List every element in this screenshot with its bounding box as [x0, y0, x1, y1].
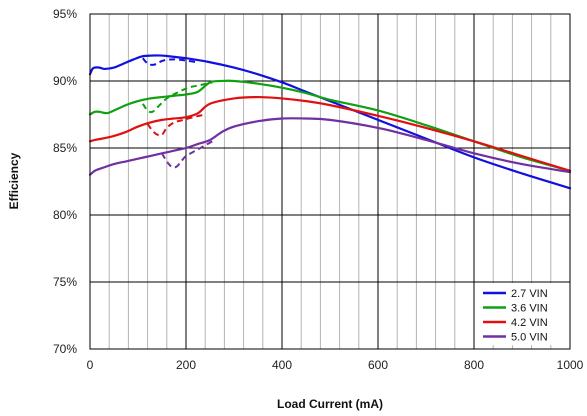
series-line-3 [88, 95, 572, 172]
grid-layer [90, 14, 570, 349]
x-tick-label: 800 [464, 358, 484, 372]
series-line-4 [88, 117, 572, 176]
x-axis-title: Load Current (mA) [277, 397, 383, 411]
plot-frame [89, 13, 571, 350]
tick-layer: 0 200 400 600 800 1000 70% 75% 80% 85% 90% 95% [53, 7, 584, 372]
legend-label: 2.7 VIN [511, 288, 548, 300]
series-line-2 [88, 79, 572, 172]
series-transition-dashed-3 [146, 113, 206, 137]
y-tick-label: 90% [53, 74, 77, 88]
series-transition-dashed-2 [141, 81, 213, 114]
legend-label: 4.2 VIN [511, 317, 548, 329]
y-tick-label: 85% [53, 141, 77, 155]
legend-label: 5.0 VIN [511, 332, 548, 344]
y-tick-label: 95% [53, 7, 77, 21]
y-tick-label: 70% [53, 342, 77, 356]
series-transition-dashed-4 [161, 139, 216, 169]
x-tick-label: 0 [87, 358, 94, 372]
legend: 2.7 VIN 3.6 VIN 4.2 VIN 5.0 VIN [478, 283, 566, 345]
series-line-1 [88, 54, 572, 190]
legend-label: 3.6 VIN [511, 303, 548, 315]
x-tick-label: 200 [176, 358, 196, 372]
y-axis-title: Efficiency [7, 152, 21, 209]
x-tick-label: 600 [368, 358, 388, 372]
series-transition-dashed-1 [142, 57, 199, 66]
series-layer [88, 54, 572, 190]
y-tick-label: 80% [53, 208, 77, 222]
x-tick-label: 1000 [557, 358, 584, 372]
y-tick-label: 75% [53, 275, 77, 289]
x-tick-label: 400 [272, 358, 292, 372]
